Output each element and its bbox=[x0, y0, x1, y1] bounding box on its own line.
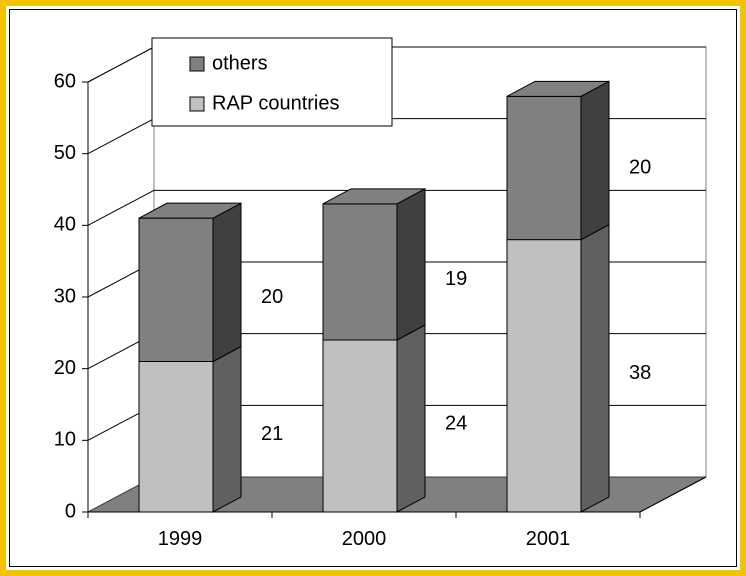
bar-side-1999-2 bbox=[212, 202, 242, 363]
legend-label-2: RAP countries bbox=[212, 92, 339, 114]
data-label-2001-series-1: 38 bbox=[629, 362, 651, 384]
y-axis: 0 10 20 30 40 50 60 bbox=[54, 70, 89, 522]
x-tick-label: 2000 bbox=[342, 528, 387, 550]
gridline-side bbox=[87, 118, 155, 155]
y-tick-label: 10 bbox=[54, 429, 76, 451]
bar-2000-series-1 bbox=[322, 339, 398, 513]
bar-2001-series-2 bbox=[506, 95, 582, 241]
bar-side-2001-1 bbox=[580, 223, 610, 513]
y-tick-label: 50 bbox=[54, 142, 76, 164]
y-tick-label: 60 bbox=[54, 70, 76, 92]
floor-right-edge bbox=[639, 476, 707, 513]
y-tick-label: 20 bbox=[54, 357, 76, 379]
bar-top-1999 bbox=[138, 202, 242, 219]
data-label-2000-series-1: 24 bbox=[445, 412, 467, 434]
gridline-side bbox=[87, 46, 155, 83]
bar-2001-series-1 bbox=[506, 239, 582, 513]
x-axis: 1999 2000 2001 bbox=[87, 476, 707, 550]
y-tick-label: 40 bbox=[54, 214, 76, 236]
legend: others RAP countries bbox=[151, 37, 393, 127]
legend-swatch-2 bbox=[189, 96, 205, 112]
bar-top-2000 bbox=[322, 188, 426, 205]
y-tick-label: 30 bbox=[54, 285, 76, 307]
bar-side-2000-2 bbox=[396, 187, 426, 341]
data-label-2001-series-2: 20 bbox=[629, 156, 651, 178]
y-tick-label: 0 bbox=[65, 500, 76, 522]
bar-side-1999-1 bbox=[212, 345, 242, 513]
bar-2000-series-2 bbox=[322, 203, 398, 341]
legend-label-1: others bbox=[212, 52, 268, 74]
gridlines bbox=[87, 46, 706, 441]
data-label-1999-series-2: 20 bbox=[261, 286, 283, 308]
data-label-1999-series-1: 21 bbox=[261, 423, 283, 445]
bar-1999-series-1 bbox=[138, 361, 214, 513]
x-tick-label: 1999 bbox=[158, 528, 203, 550]
bar-1999-series-2 bbox=[138, 217, 214, 362]
data-labels: 21 20 24 19 38 20 bbox=[261, 156, 651, 445]
x-tick-label: 2001 bbox=[526, 528, 571, 550]
bar-top-2001 bbox=[506, 80, 610, 97]
bar-side-2001-2 bbox=[580, 80, 610, 241]
bars bbox=[138, 80, 610, 513]
bar-side-2000-1 bbox=[396, 324, 426, 513]
gridline-side bbox=[87, 189, 155, 226]
legend-swatch-1 bbox=[189, 56, 205, 72]
data-label-2000-series-2: 19 bbox=[445, 268, 467, 290]
